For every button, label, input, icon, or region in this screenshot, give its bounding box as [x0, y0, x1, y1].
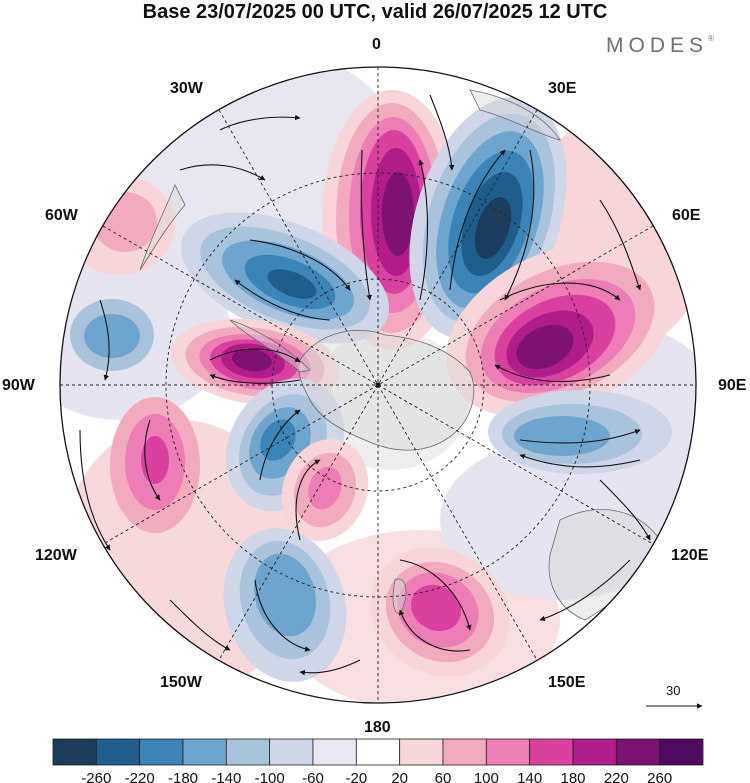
wind-vector [418, 159, 429, 301]
wind-vector [249, 239, 351, 291]
anomaly-field [60, 67, 696, 703]
lon-label-60w: 60W [45, 207, 78, 224]
brand-text: MODES [606, 34, 709, 57]
high-anomaly-110w [110, 397, 200, 533]
wind-vector [99, 299, 110, 381]
africa-tip [469, 89, 561, 141]
coastlines [139, 89, 661, 621]
wind-vector [398, 609, 471, 652]
wind-vector [179, 164, 266, 181]
wind-vector [219, 114, 301, 131]
map-disc-border [59, 66, 697, 704]
wind-vector [254, 579, 311, 652]
wind-vector [234, 279, 331, 321]
antarctica-outline [298, 329, 475, 451]
high-anomaly-160e [370, 547, 510, 677]
low-anomaly-75w-west [70, 299, 154, 371]
wind-vectors [79, 94, 651, 676]
meridian-30e-150w [218, 109, 538, 661]
low-anomaly-150w [223, 528, 347, 682]
lon-label-90e: 90E [718, 377, 747, 394]
wind-vector [399, 559, 472, 631]
wind-vector [295, 459, 321, 541]
brand-logo: MODES® [606, 34, 714, 58]
wind-vector [79, 429, 111, 551]
lon-label-0: 0 [372, 36, 381, 53]
wind-vector [519, 429, 641, 444]
wind-vector [360, 149, 372, 301]
lon-label-120w: 120W [35, 547, 77, 564]
south-america-tip [139, 184, 186, 271]
registered-mark: ® [708, 34, 714, 43]
wind-vector [169, 599, 231, 651]
wind-vector [209, 348, 301, 363]
wind-vector [499, 282, 621, 301]
low-anomaly-105e [488, 390, 672, 474]
low-anomaly-60w [180, 212, 390, 344]
wind-vector [144, 419, 161, 501]
australia-coast [548, 509, 661, 621]
wind-vector [209, 374, 301, 384]
wind-vector [599, 199, 642, 291]
meridian-60w-120e [102, 225, 654, 545]
wind-vector [519, 454, 641, 468]
lon-label-30w: 30W [170, 80, 203, 97]
lon-label-30e: 30E [548, 80, 577, 97]
map-title: Base 23/07/2025 00 UTC, valid 26/07/2025… [142, 1, 608, 23]
lon-label-120e: 120E [671, 547, 709, 564]
lon-label-150e: 150E [548, 674, 586, 691]
wind-vector [599, 479, 651, 541]
wind-vector [429, 94, 455, 171]
high-anomaly-75e [446, 242, 674, 418]
meridian-30w-150e [218, 109, 538, 661]
wind-vector [299, 659, 361, 676]
wind-vector [539, 559, 631, 622]
pole-dot [375, 382, 381, 388]
lon-label-150w: 150W [160, 674, 202, 691]
high-anomaly-150w-inner [281, 439, 369, 541]
wind-vector [504, 149, 535, 301]
light-shade-center [310, 330, 470, 470]
lon-label-60e: 60E [672, 207, 701, 224]
meridian-60e-120w [102, 225, 654, 545]
lon-label-90w: 90W [2, 377, 35, 394]
antarctic-peninsula [229, 319, 311, 373]
lon-label-180: 180 [364, 719, 391, 736]
wind-vector [259, 409, 301, 481]
wind-vector [449, 149, 506, 291]
wind-vector [494, 364, 611, 383]
reference-vector-label: 30 [666, 683, 681, 698]
